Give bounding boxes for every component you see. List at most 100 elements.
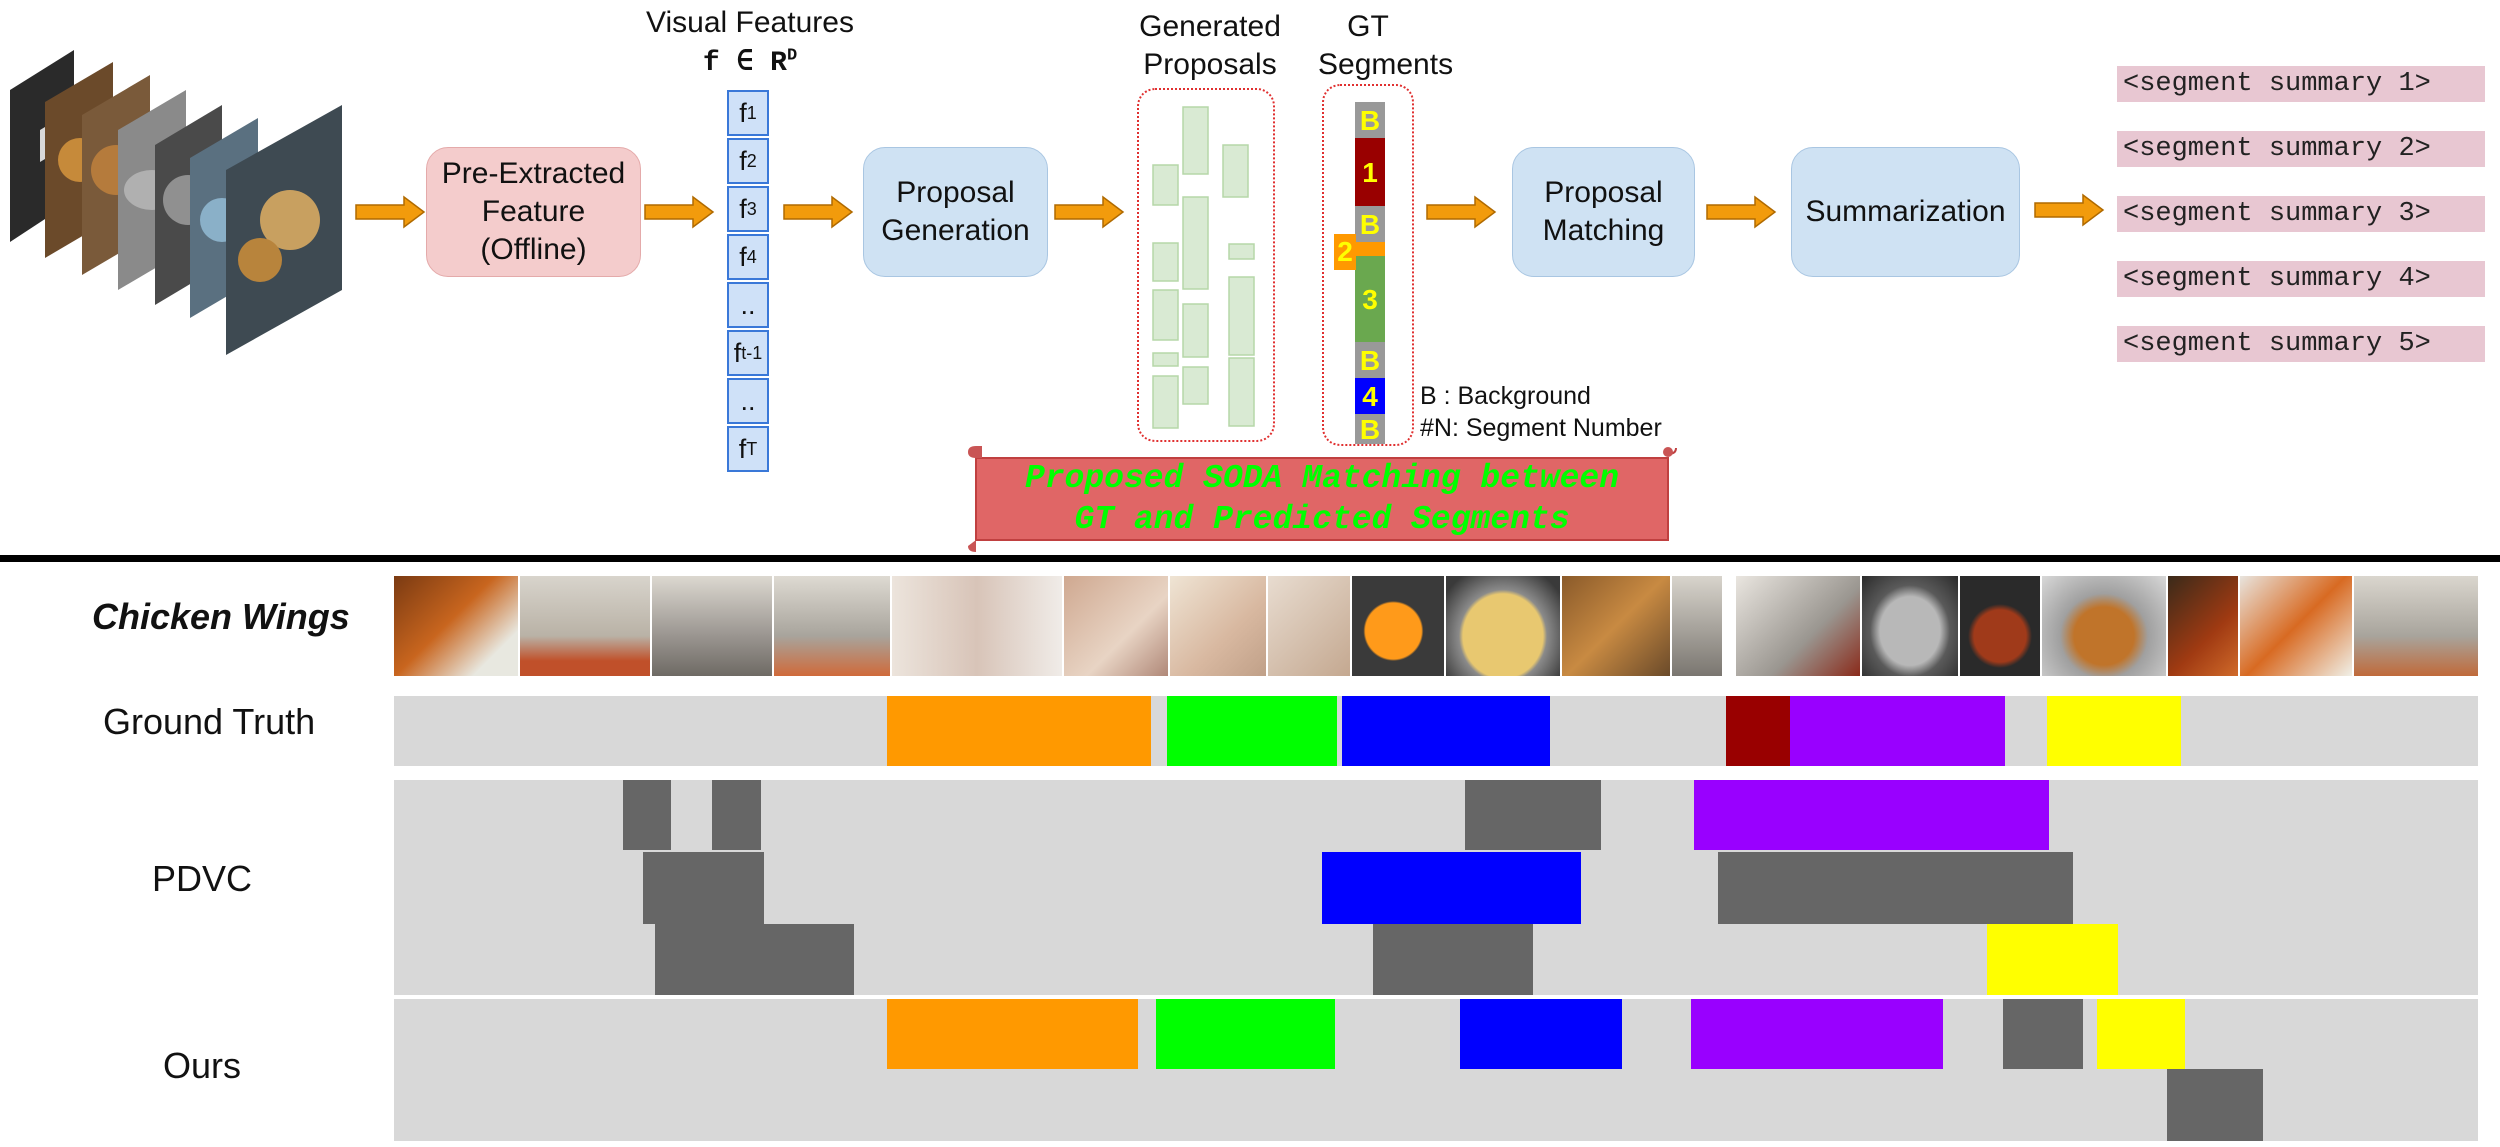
ours-segment-gray bbox=[2003, 999, 2083, 1069]
ours-segment-purple bbox=[1691, 999, 1943, 1069]
arrow bbox=[1426, 195, 1497, 229]
thumbnail-pot bbox=[1862, 576, 1958, 676]
video-frames-stack bbox=[10, 50, 342, 355]
summarization-label: Summarization bbox=[1805, 195, 2006, 228]
gt-cell bbox=[1355, 342, 1385, 378]
feature-cell: .. bbox=[727, 282, 769, 328]
legend-segment-number: #N: Segment Number bbox=[1420, 414, 1662, 442]
feature-cell-label: .. bbox=[740, 385, 756, 416]
thumbnail-strip bbox=[394, 576, 2478, 676]
soda-banner: Proposed SODA Matching between GT and Pr… bbox=[976, 458, 1668, 540]
thumbnail-chef bbox=[774, 576, 890, 676]
feature-cell-label: f bbox=[739, 193, 747, 224]
proposal-matching-box: Proposal Matching bbox=[1512, 147, 1695, 277]
thumbnail-bowl bbox=[2042, 576, 2166, 676]
thumbnail-wings-plate bbox=[394, 576, 518, 676]
feature-cell-subscript: 1 bbox=[746, 102, 757, 123]
row-label-pdvc: PDVC bbox=[152, 858, 253, 899]
proposal-bar bbox=[1152, 289, 1179, 341]
thumbnail-fried-wings bbox=[1562, 576, 1670, 676]
feature-cell-subscript: T bbox=[746, 438, 758, 459]
arrow bbox=[1706, 195, 1777, 229]
pdvc-segment-gray bbox=[1718, 852, 2073, 924]
thumbnail-chef bbox=[520, 576, 650, 676]
pdvc-segment-purple bbox=[1694, 780, 2049, 850]
gt-segment-green bbox=[1167, 696, 1337, 766]
proposal-bar bbox=[1152, 164, 1179, 206]
gt-cell-label: B bbox=[1360, 345, 1380, 376]
thumbnail-chef-final bbox=[2354, 576, 2478, 676]
ours-segment-orange bbox=[887, 999, 1138, 1069]
thumbnail-wings-tray bbox=[1170, 576, 1266, 676]
segment-summary: <segment summary 3> bbox=[2117, 196, 2485, 232]
feature-cell-label: .. bbox=[740, 289, 756, 320]
video-title: Chicken Wings bbox=[92, 596, 350, 637]
thumbnail-plated-wings bbox=[2240, 576, 2352, 676]
gt-cell-label: 4 bbox=[1362, 381, 1378, 412]
gt-segment-dark-red bbox=[1726, 696, 1790, 766]
ours-track bbox=[394, 999, 2478, 1141]
pdvc-track bbox=[394, 780, 2478, 995]
proposal-bar bbox=[1182, 366, 1209, 405]
arrow bbox=[1054, 195, 1125, 229]
gt-cell-label: 3 bbox=[1362, 284, 1378, 315]
feature-cell-subscript: 4 bbox=[746, 246, 757, 267]
thumbnail-chef bbox=[1672, 576, 1722, 676]
gt-segment-2-side-label: 2 bbox=[1334, 234, 1356, 270]
pdvc-segment-gray bbox=[1373, 924, 1533, 995]
pdvc-segment-gray bbox=[1465, 780, 1601, 850]
gt-cell-label: B bbox=[1360, 105, 1380, 136]
feature-cell-label: f bbox=[738, 433, 747, 464]
feature-cell: f t-1 bbox=[727, 330, 769, 376]
visual-features-formula: f ∈ RD bbox=[640, 44, 860, 79]
ours-segment-yellow bbox=[2097, 999, 2185, 1069]
pre-extracted-feature-label: Pre-Extracted Feature (Offline) bbox=[441, 157, 626, 266]
proposal-generation-label: Proposal Generation bbox=[881, 176, 1030, 247]
soda-banner-line-2: GT and Predicted Segments bbox=[1074, 501, 1570, 538]
generated-proposals-bars bbox=[1152, 106, 1255, 429]
generated-proposals-title: Generated Proposals bbox=[1139, 10, 1281, 81]
pdvc-segment-gray bbox=[655, 924, 854, 995]
gt-segment-2-number: 2 bbox=[1337, 236, 1353, 267]
formula-text: f ∈ R bbox=[702, 48, 787, 79]
proposal-bar bbox=[1182, 303, 1209, 358]
gt-segment-purple bbox=[1790, 696, 2005, 766]
feature-cell-subscript: t-1 bbox=[741, 342, 763, 363]
thumbnail-fryer bbox=[1446, 576, 1560, 676]
feature-cell-subscript: 2 bbox=[746, 150, 757, 171]
gt-segment-yellow bbox=[2047, 696, 2181, 766]
feature-cell: .. bbox=[727, 378, 769, 424]
gt-cell-label: B bbox=[1360, 414, 1380, 445]
thumbnail-sauced-wings bbox=[2168, 576, 2238, 676]
ours-segment-green bbox=[1156, 999, 1335, 1069]
thumbnail-dough bbox=[1268, 576, 1350, 676]
pdvc-segment-gray bbox=[623, 780, 671, 850]
pdvc-segment-gray bbox=[712, 780, 761, 850]
summarization-box: Summarization bbox=[1791, 147, 2020, 277]
thumbnail-chef bbox=[652, 576, 772, 676]
proposal-bar bbox=[1152, 352, 1179, 367]
row-label-ours: Ours bbox=[163, 1045, 242, 1086]
ours-segment-blue bbox=[1460, 999, 1622, 1069]
thumbnail-pan bbox=[1736, 576, 1860, 676]
gt-cell bbox=[1355, 242, 1385, 256]
proposal-bar bbox=[1152, 375, 1179, 429]
gt-segment-orange bbox=[887, 696, 1151, 766]
proposal-bar bbox=[1228, 276, 1255, 356]
pdvc-segment-blue bbox=[1322, 852, 1581, 924]
thumbnail-orange bbox=[1352, 576, 1444, 676]
proposal-bar bbox=[1222, 144, 1249, 198]
pre-extracted-feature-box: Pre-Extracted Feature (Offline) bbox=[426, 147, 641, 277]
gt-cell bbox=[1355, 206, 1385, 242]
gt-cell bbox=[1355, 102, 1385, 138]
thumbnail-hands bbox=[1064, 576, 1168, 676]
arrow bbox=[355, 195, 426, 229]
proposal-bar bbox=[1228, 243, 1255, 260]
pdvc-segment-yellow bbox=[1987, 924, 2118, 995]
feature-cell-subscript: 3 bbox=[746, 198, 757, 219]
proposal-bar bbox=[1152, 242, 1179, 282]
arrow bbox=[2034, 193, 2105, 227]
